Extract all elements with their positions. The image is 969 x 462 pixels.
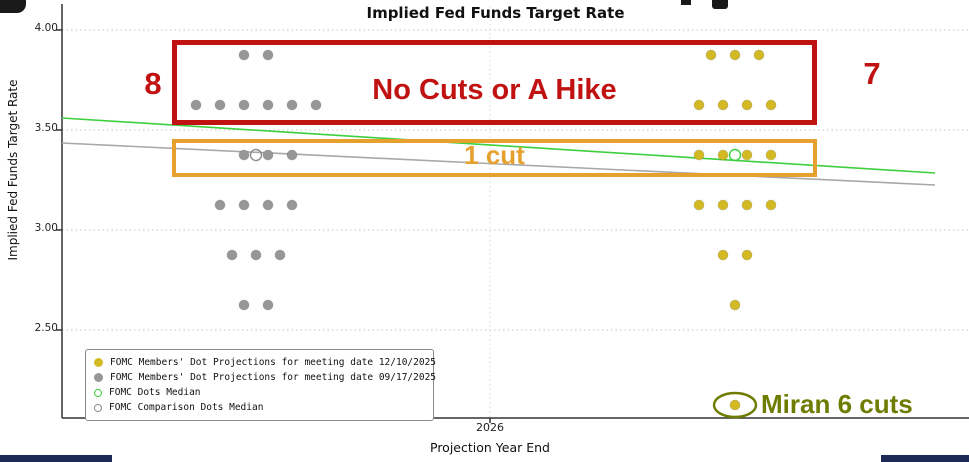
projection-dot xyxy=(250,249,262,261)
trend-line xyxy=(61,142,936,186)
dot-series xyxy=(190,49,322,311)
x-axis-label: Projection Year End xyxy=(430,440,550,455)
legend-label: FOMC Comparison Dots Median xyxy=(109,402,264,413)
comparison-median-circle-icon xyxy=(94,403,102,412)
projection-dot xyxy=(286,199,298,211)
projection-dot xyxy=(693,199,705,211)
projection-dot xyxy=(214,99,226,111)
no-cuts-right-count: 7 xyxy=(863,56,881,91)
median-circle-icon xyxy=(94,388,102,397)
projection-dot xyxy=(286,149,298,161)
projection-dot xyxy=(741,199,753,211)
legend-item: FOMC Members' Dot Projections for meetin… xyxy=(94,370,436,385)
screen-artifact-top-mark-2 xyxy=(712,0,728,9)
no-cuts-left-count: 8 xyxy=(144,66,162,101)
screen-artifact-top-left xyxy=(0,0,26,13)
projection-dot xyxy=(262,49,274,61)
legend-label: FOMC Members' Dot Projections for meetin… xyxy=(110,357,437,368)
projection-dot xyxy=(741,149,753,161)
projection-dot xyxy=(765,199,777,211)
one-cut-annotation-label: 1 cut xyxy=(464,140,525,170)
projection-dot xyxy=(286,99,298,111)
projection-dot xyxy=(238,299,250,311)
screen-artifact-bottom-left xyxy=(0,455,112,462)
projection-dot xyxy=(693,99,705,111)
projection-dot xyxy=(190,99,202,111)
projection-dot xyxy=(238,199,250,211)
projection-dot xyxy=(262,99,274,111)
projection-dot xyxy=(214,199,226,211)
projection-dot xyxy=(310,99,322,111)
median-marker xyxy=(728,148,742,162)
dec-dot-icon xyxy=(94,358,103,367)
projection-dot xyxy=(717,199,729,211)
projection-dot xyxy=(262,299,274,311)
legend-label: FOMC Members' Dot Projections for meetin… xyxy=(110,372,437,383)
projection-dot xyxy=(741,99,753,111)
projection-dot xyxy=(729,399,741,411)
y-tick-350: 3.50 xyxy=(34,122,58,134)
projection-dot xyxy=(765,149,777,161)
one-cut-annotation-box xyxy=(172,139,817,177)
projection-dot xyxy=(717,149,729,161)
screen-artifact-top-mark-1 xyxy=(681,0,691,5)
y-tick-250: 2.50 xyxy=(34,322,58,334)
no-cuts-annotation-label: No Cuts or A Hike xyxy=(372,74,617,106)
legend-item: FOMC Members' Dot Projections for meetin… xyxy=(94,355,436,370)
projection-dot xyxy=(238,99,250,111)
projection-dot xyxy=(274,249,286,261)
legend: FOMC Members' Dot Projections for meetin… xyxy=(85,349,436,421)
y-tick-400: 4.00 xyxy=(34,22,58,34)
trend-line xyxy=(61,117,936,174)
dot-series xyxy=(693,49,777,411)
grid-lines xyxy=(62,6,969,418)
y-tick-300: 3.00 xyxy=(34,222,58,234)
projection-dot xyxy=(729,49,741,61)
legend-item: FOMC Dots Median xyxy=(94,385,425,400)
x-tick-2026: 2026 xyxy=(476,421,504,434)
chart-title: Implied Fed Funds Target Rate xyxy=(366,4,625,22)
projection-dot xyxy=(705,49,717,61)
median-marker xyxy=(249,148,263,162)
projection-dot xyxy=(693,149,705,161)
projection-dot xyxy=(238,149,250,161)
miran-annotation-label: Miran 6 cuts xyxy=(761,389,913,419)
projection-dot xyxy=(729,299,741,311)
projection-dot xyxy=(717,99,729,111)
projection-dot xyxy=(238,49,250,61)
no-cuts-annotation-box xyxy=(172,40,817,125)
legend-item: FOMC Comparison Dots Median xyxy=(94,400,425,415)
projection-dot xyxy=(226,249,238,261)
projection-dot xyxy=(262,199,274,211)
sep-dot-icon xyxy=(94,373,103,382)
projection-dot xyxy=(753,49,765,61)
miran-circle-icon xyxy=(712,391,758,419)
projection-dot xyxy=(717,249,729,261)
projection-dot xyxy=(741,249,753,261)
screen-artifact-bottom-right xyxy=(881,455,969,462)
legend-label: FOMC Dots Median xyxy=(109,387,201,398)
projection-dot xyxy=(262,149,274,161)
projection-dot xyxy=(765,99,777,111)
